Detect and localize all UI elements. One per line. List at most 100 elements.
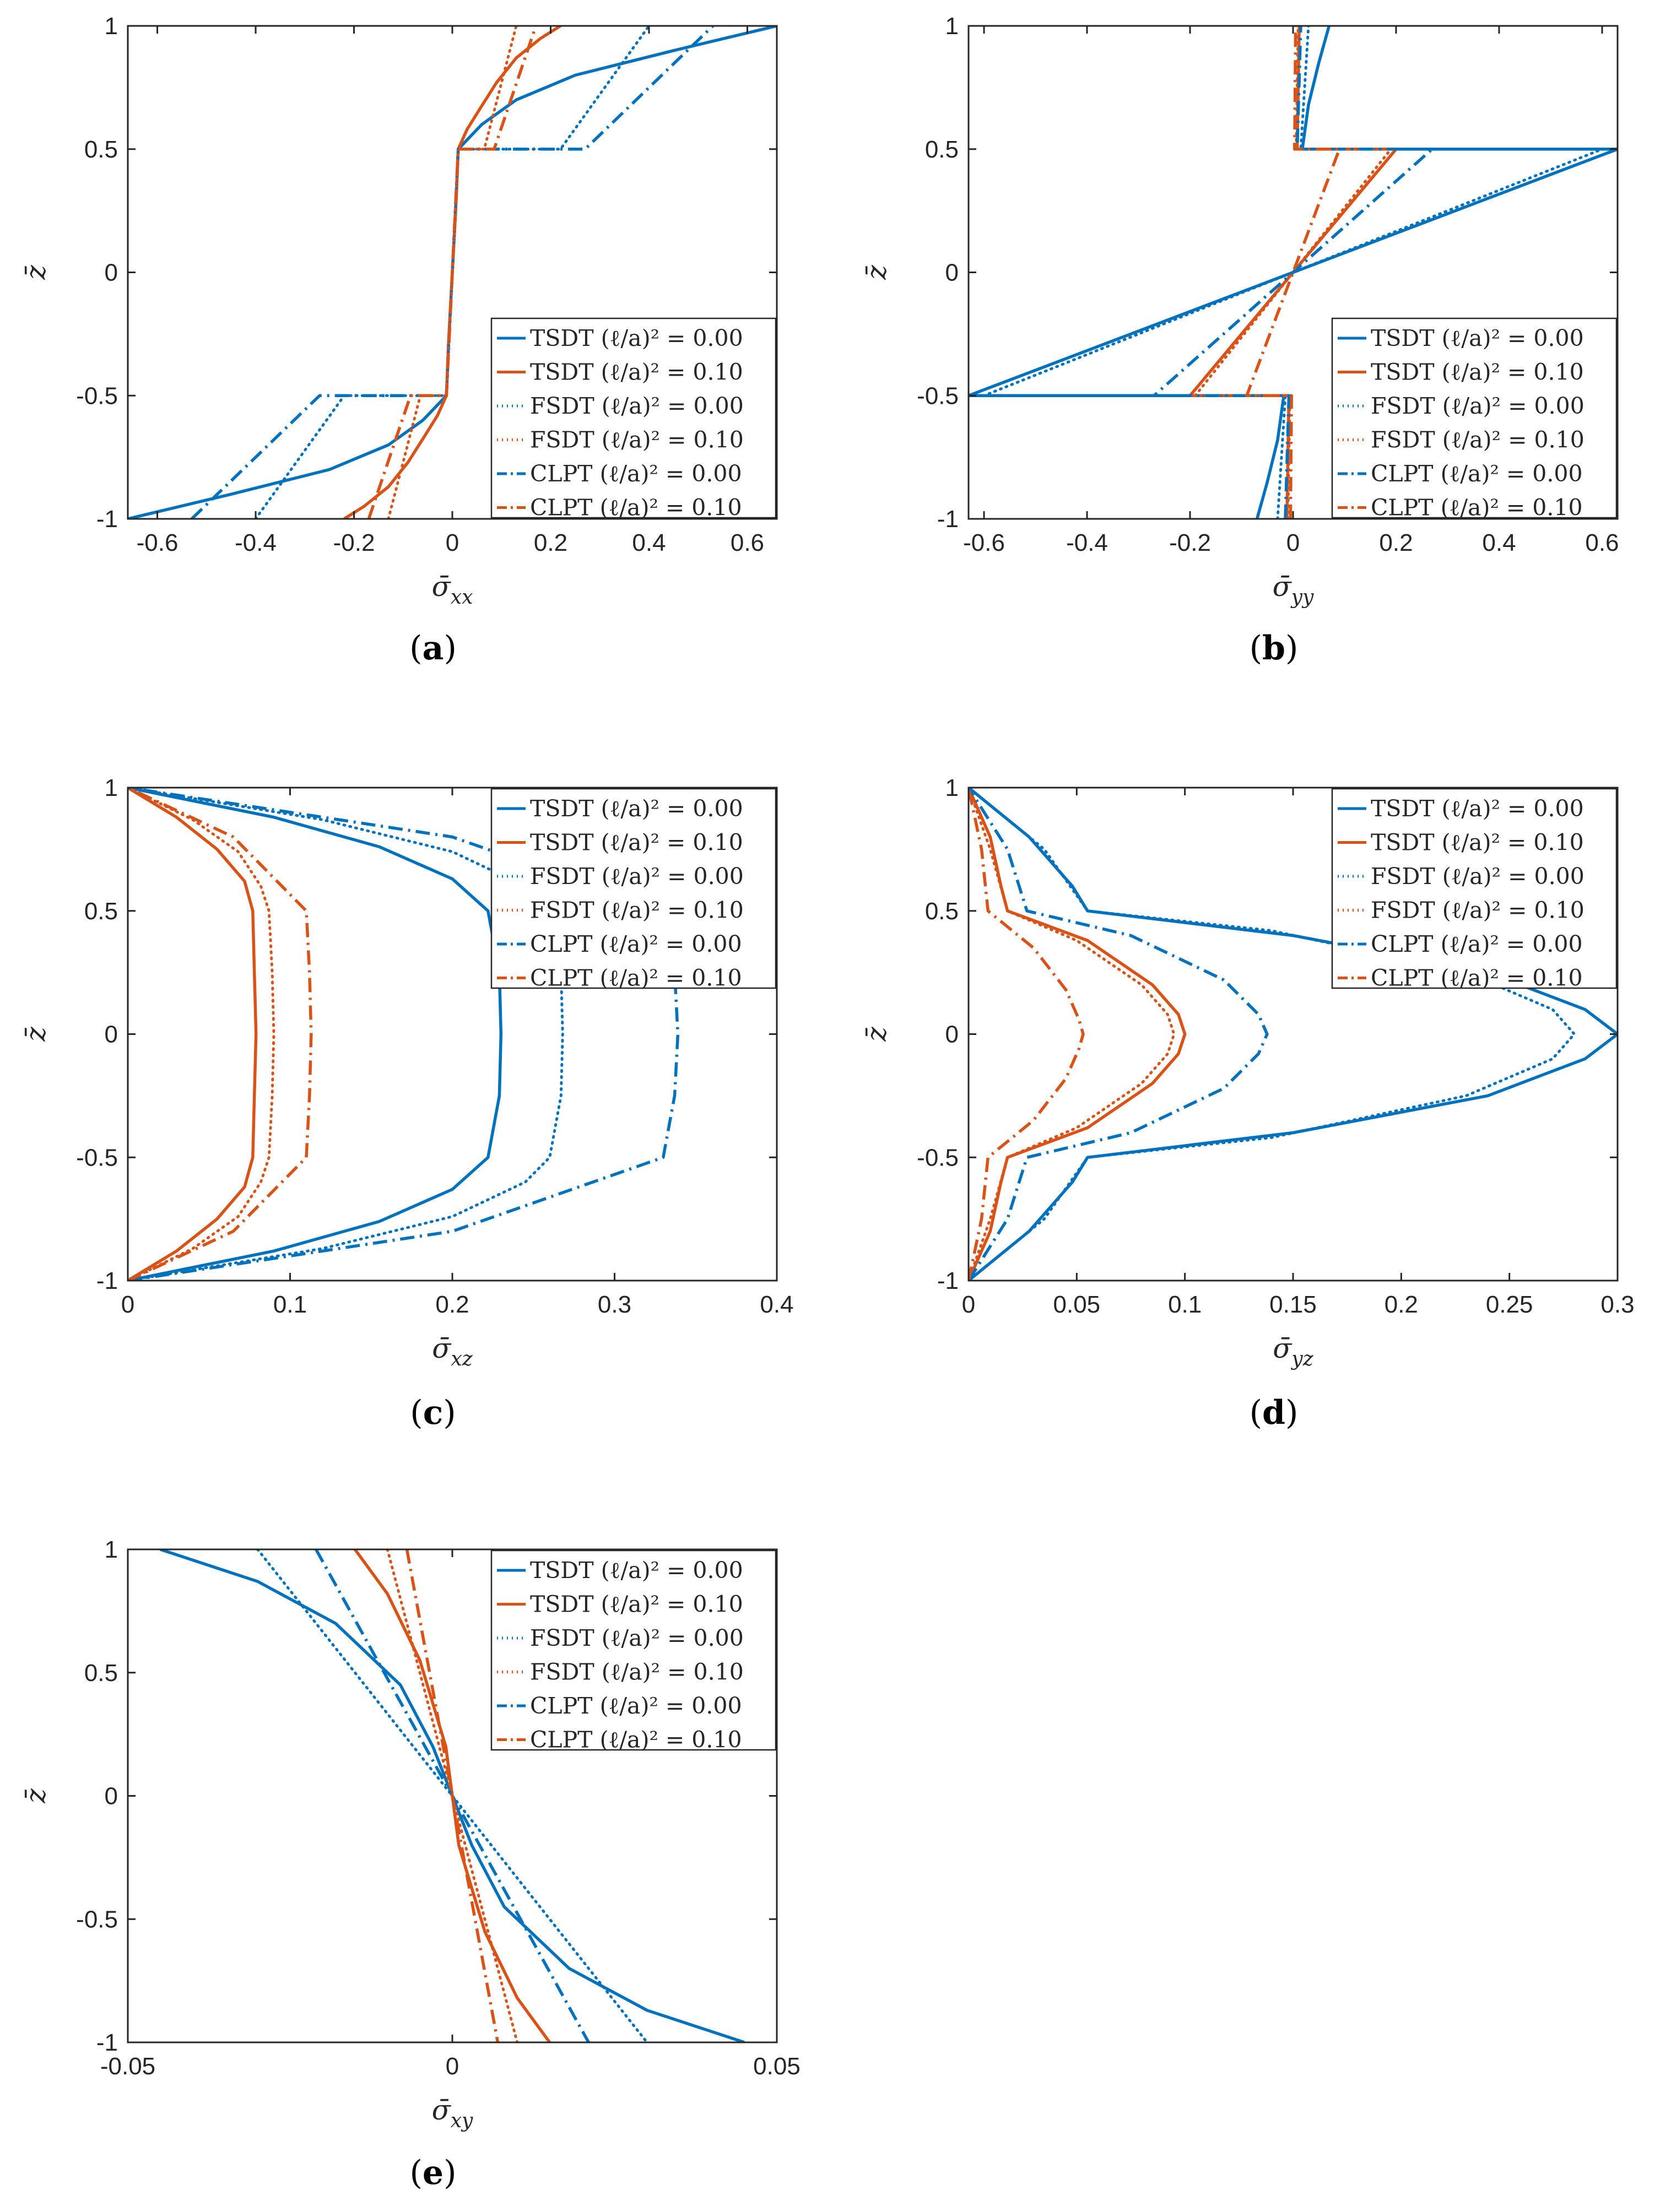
x-tick-label: -0.6: [963, 529, 1005, 556]
legend-label: FSDT (ℓ/a)² = 0.10: [530, 427, 744, 453]
y-axis-label: z̄: [20, 265, 52, 280]
series-line-solid-blue: [969, 788, 1618, 1281]
series-line-dashdot-orange: [128, 788, 313, 1281]
x-axis-label: σ̄yy: [1273, 571, 1314, 609]
legend-label: FSDT (ℓ/a)² = 0.10: [1371, 427, 1585, 453]
y-tick-label: 1: [105, 1536, 118, 1563]
legend-label: TSDT (ℓ/a)² = 0.00: [530, 1557, 743, 1584]
x-tick-label: 0: [962, 1291, 975, 1318]
panel-label: (b): [1250, 629, 1299, 668]
x-axis-label: σ̄xz: [432, 1332, 473, 1370]
y-tick-label: -0.5: [917, 382, 959, 409]
series-line-dot-blue: [969, 788, 1576, 1281]
legend-label: CLPT (ℓ/a)² = 0.00: [1371, 931, 1583, 957]
x-tick-label: 0.4: [1482, 529, 1516, 556]
x-tick-label: 0.3: [598, 1291, 631, 1318]
y-tick-label: 0: [945, 259, 959, 286]
x-tick-label: 0.4: [632, 529, 666, 556]
x-tick-label: 0.2: [1379, 529, 1413, 556]
series-line-solid-orange: [128, 788, 258, 1281]
x-axis-label: σ̄xx: [432, 571, 473, 609]
legend: TSDT (ℓ/a)² = 0.00 TSDT (ℓ/a)² = 0.10 FSDT…: [490, 317, 777, 521]
x-tick-label: 0.2: [534, 529, 567, 556]
legend-label: CLPT (ℓ/a)² = 0.00: [1371, 460, 1583, 487]
x-tick-label: 0: [446, 2053, 459, 2080]
y-tick-label: 0.5: [84, 1660, 118, 1687]
y-tick-label: -0.5: [76, 382, 118, 409]
legend-label: TSDT (ℓ/a)² = 0.10: [530, 1591, 743, 1618]
legend-label: CLPT (ℓ/a)² = 0.10: [1371, 495, 1583, 521]
y-axis-label: z̄: [20, 1788, 52, 1804]
legend-box: [1331, 788, 1618, 989]
x-tick-label: 0.6: [731, 529, 764, 556]
legend-label: CLPT (ℓ/a)² = 0.10: [1371, 965, 1583, 991]
series-line-dashdot-blue: [969, 788, 1269, 1281]
x-tick-label: 0.1: [273, 1291, 307, 1318]
legend-box: [490, 788, 777, 989]
series-group: [969, 788, 1618, 1281]
x-tick-label: 0.4: [760, 1291, 793, 1318]
series-line-dashdot-orange: [969, 788, 1085, 1281]
y-tick-label: 0: [105, 1783, 118, 1810]
y-axis-label: z̄: [20, 1027, 52, 1042]
legend-label: CLPT (ℓ/a)² = 0.00: [530, 460, 742, 487]
legend-label: FSDT (ℓ/a)² = 0.00: [1371, 393, 1585, 419]
x-tick-label: 0: [1286, 529, 1300, 556]
x-tick-label: 0: [446, 529, 459, 556]
legend: TSDT (ℓ/a)² = 0.00 TSDT (ℓ/a)² = 0.10 FSDT…: [1331, 788, 1618, 991]
legend-box: [1331, 317, 1618, 519]
series-group: [969, 26, 1618, 519]
y-axis-label: z̄: [861, 1027, 893, 1042]
legend-label: TSDT (ℓ/a)² = 0.00: [1371, 325, 1584, 351]
legend: TSDT (ℓ/a)² = 0.00 TSDT (ℓ/a)² = 0.10 FSDT…: [490, 788, 777, 991]
series-line-solid-orange: [969, 788, 1187, 1281]
series-line-dot-orange: [128, 788, 275, 1281]
legend-label: TSDT (ℓ/a)² = 0.10: [1371, 829, 1584, 856]
legend-label: FSDT (ℓ/a)² = 0.00: [530, 1625, 744, 1651]
legend-label: CLPT (ℓ/a)² = 0.10: [530, 1727, 742, 1753]
y-tick-label: -0.5: [917, 1144, 959, 1171]
y-tick-label: -1: [96, 1267, 118, 1294]
y-tick-label: -0.5: [76, 1144, 118, 1171]
series-line-solid-blue: [128, 788, 503, 1281]
y-tick-label: 1: [105, 13, 118, 40]
x-tick-label: -0.05: [100, 2053, 155, 2080]
y-tick-label: -1: [937, 1267, 959, 1294]
x-tick-label: 0.15: [1269, 1291, 1317, 1318]
series-group: [128, 26, 777, 519]
legend-label: FSDT (ℓ/a)² = 0.10: [1371, 897, 1585, 924]
series-line-dashdot-orange: [1245, 26, 1341, 519]
legend-label: CLPT (ℓ/a)² = 0.00: [530, 931, 742, 957]
panels: -0.6 -0.4 -0.2 0 0.2 0.4 0.6 -1 -0.5 0 0.5 1 σ̄xx z̄ T…: [20, 13, 1635, 2192]
y-tick-label: -1: [96, 506, 118, 533]
panel-label: (e): [409, 2154, 456, 2192]
y-tick-label: 1: [945, 13, 959, 40]
x-tick-label: 0.05: [1053, 1291, 1101, 1318]
y-tick-label: 0: [105, 1021, 118, 1048]
x-tick-label: 0.2: [1385, 1291, 1418, 1318]
y-tick-label: 1: [945, 774, 959, 801]
legend: TSDT (ℓ/a)² = 0.00 TSDT (ℓ/a)² = 0.10 FSDT…: [1331, 317, 1618, 521]
y-axis-label: z̄: [861, 265, 893, 280]
x-axis-label: σ̄xy: [432, 2094, 473, 2132]
y-tick-label: 0: [945, 1021, 959, 1048]
x-tick-label: 0: [121, 1291, 134, 1318]
y-tick-label: 0.5: [84, 136, 118, 163]
x-tick-label: -0.6: [137, 529, 179, 556]
y-tick-label: 0.5: [925, 136, 959, 163]
legend-label: FSDT (ℓ/a)² = 0.00: [1371, 863, 1585, 890]
x-tick-label: -0.2: [1169, 529, 1211, 556]
series-line-dot-orange: [969, 788, 1176, 1281]
y-tick-label: -0.5: [76, 1906, 118, 1933]
x-tick-label: 0.2: [435, 1291, 469, 1318]
legend-label: CLPT (ℓ/a)² = 0.10: [530, 965, 742, 991]
legend-label: TSDT (ℓ/a)² = 0.00: [530, 325, 743, 351]
series-line-dashdot-orange: [367, 26, 538, 519]
legend-box: [490, 317, 777, 519]
panel-label: (d): [1250, 1394, 1299, 1432]
x-tick-label: 0.1: [1168, 1291, 1202, 1318]
panel-label: (a): [409, 629, 457, 668]
y-tick-label: 0.5: [925, 898, 959, 925]
legend-label: TSDT (ℓ/a)² = 0.00: [1371, 795, 1584, 822]
